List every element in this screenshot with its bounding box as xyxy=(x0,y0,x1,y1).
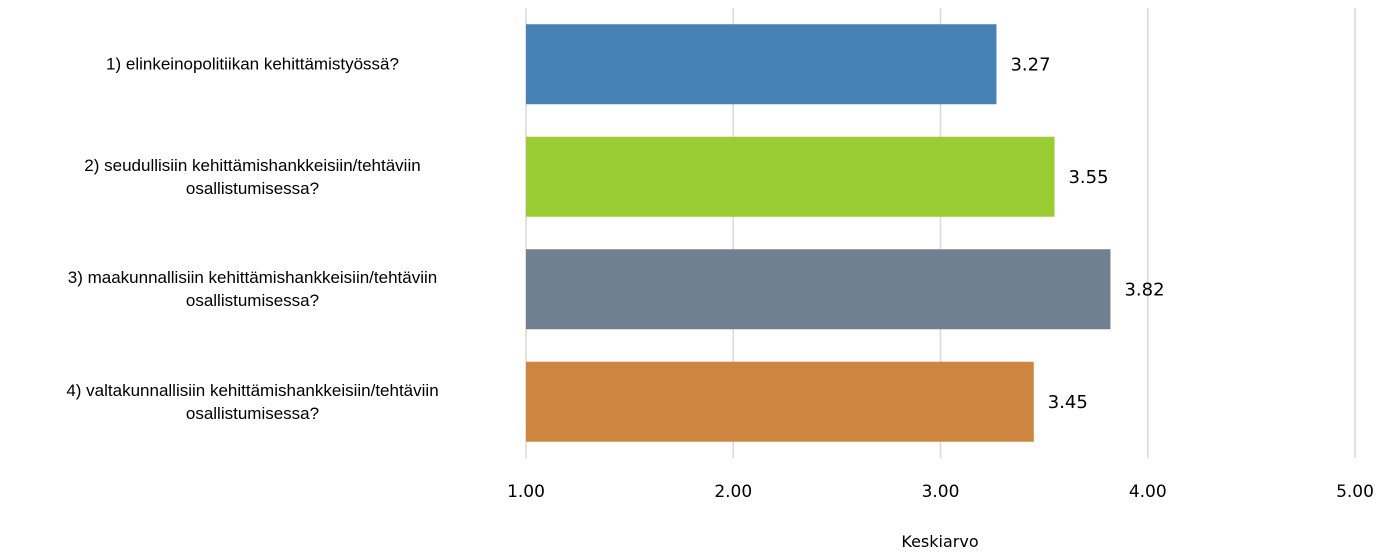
bar-value-label: 3.82 xyxy=(1124,279,1164,300)
category-label-line: osallistumisessa? xyxy=(185,178,320,198)
bars xyxy=(526,24,1111,442)
bar xyxy=(526,24,997,105)
bar xyxy=(526,249,1111,330)
category-label: 4) valtakunnallisiin kehittämishankkeisi… xyxy=(0,379,505,425)
bar-value-label: 3.27 xyxy=(1010,54,1050,75)
x-tick-label: 5.00 xyxy=(1336,482,1374,502)
category-label-line: 1) elinkeinopolitiikan kehittämistyössä? xyxy=(106,54,399,74)
bar-value-label: 3.45 xyxy=(1048,392,1088,413)
category-label-line: osallistumisessa? xyxy=(185,403,320,423)
x-axis-title: Keskiarvo xyxy=(901,532,978,551)
x-tick-label: 4.00 xyxy=(1129,482,1167,502)
category-label-line: 4) valtakunnallisiin kehittämishankkeisi… xyxy=(66,380,439,400)
bar xyxy=(526,361,1034,442)
category-label-line: 3) maakunnallisiin kehittämishankkeisiin… xyxy=(67,268,438,288)
category-label: 1) elinkeinopolitiikan kehittämistyössä? xyxy=(0,53,505,76)
value-labels: 3.27 3.55 3.82 3.45 xyxy=(1010,54,1164,413)
bar xyxy=(526,136,1055,217)
category-label-line: 2) seudullisiin kehittämishankkeisiin/te… xyxy=(84,155,421,175)
bar-value-label: 3.55 xyxy=(1068,167,1108,188)
category-label: 2) seudullisiin kehittämishankkeisiin/te… xyxy=(0,154,505,200)
x-tick-labels: 1.00 2.00 3.00 4.00 5.00 xyxy=(507,482,1374,502)
category-label-line: osallistumisessa? xyxy=(185,291,320,311)
x-tick-label: 1.00 xyxy=(507,482,545,502)
x-tick-label: 3.00 xyxy=(922,482,960,502)
category-label: 3) maakunnallisiin kehittämishankkeisiin… xyxy=(0,266,505,312)
x-tick-label: 2.00 xyxy=(714,482,752,502)
